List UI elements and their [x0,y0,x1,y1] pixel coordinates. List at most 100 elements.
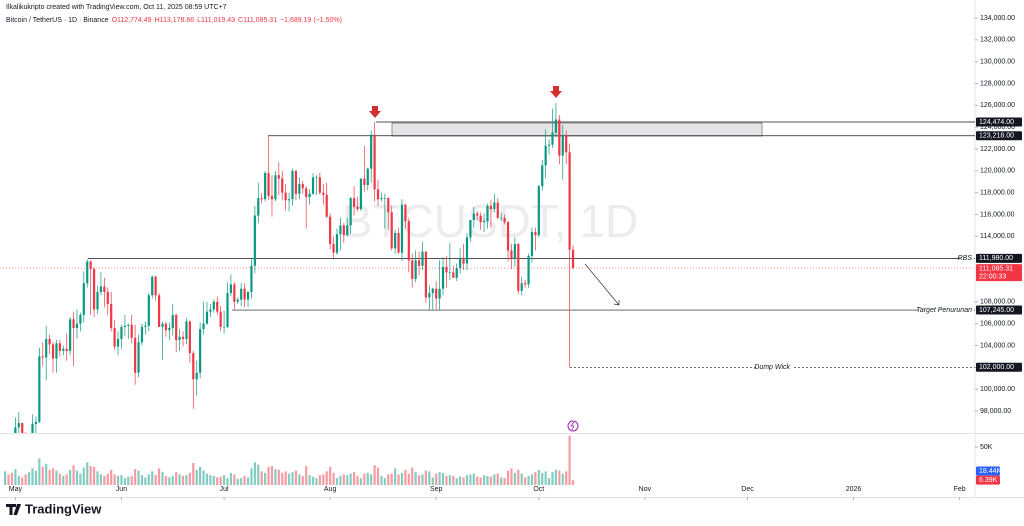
credit: Ilkalikukripto created with TradingView.… [6,4,227,11]
volume-bar [472,473,475,485]
volume-bar [267,466,270,485]
brand: TradingView [6,501,102,516]
volume-bar [151,471,154,485]
volume-bar [51,468,55,485]
y-tick-label: 98,000.00 [980,408,1011,415]
candle-body [41,356,44,358]
volume-bar [110,469,113,485]
legend-open: O112,774.49 [112,17,152,24]
candle-body [178,336,181,341]
candle-body [21,422,24,433]
candle-body [366,168,369,186]
level-text: Dump Wick [754,364,790,371]
volume-bar [517,469,520,485]
last-price-tag [976,264,1022,282]
volume-bar [558,470,561,485]
legend-close: C111,085.31 [238,17,277,24]
candle-body [315,177,318,178]
volume-bar [21,477,24,485]
candle-body [106,291,109,304]
candle-body [558,119,561,156]
candle-body [72,319,75,329]
level-text-bg [756,363,794,372]
volume-bar [359,478,363,485]
y-tick-label: 132,000.00 [980,37,1015,44]
level-tag [976,117,1022,127]
volume-bar [240,478,243,485]
candle-body [435,288,438,299]
candle-body [151,276,154,296]
volume-bar [441,472,445,485]
volume-bar [55,470,58,485]
volume-bar [537,469,540,485]
candle-body [352,198,356,207]
candle-body [318,177,321,193]
y-tick-label: 100,000.00 [980,386,1015,393]
volume-bar [551,472,554,485]
volume-bar [394,468,397,485]
candle-body [465,237,469,264]
candle-body [513,243,516,259]
candle-body [370,134,373,169]
candle-body [298,183,301,194]
volume-bar [274,469,277,485]
volume-bar [493,474,496,485]
candle-body [92,269,96,310]
volume-bar [246,477,250,485]
candle-body [329,216,332,244]
candle-body [322,192,325,195]
volume-bar [226,478,229,485]
volume-bar [277,469,280,485]
x-tick-label: Dec [741,486,754,493]
candle-body [517,243,520,291]
candle-body [161,323,164,327]
volume-bar [253,462,256,485]
candle-body [243,288,246,300]
volume-bar [233,474,236,485]
volume-bar [130,475,133,485]
volume-bar [284,471,287,485]
candle-body [441,266,445,289]
candle-body [205,311,209,324]
volume-bar [195,469,198,485]
volume-bar [565,471,568,485]
candle-body [561,134,564,156]
volume-bar [325,471,328,485]
candle-body [510,250,513,259]
candle-body [400,204,404,253]
volume-bar [400,472,404,485]
candle-body [287,199,291,201]
x-tick-label: Jun [116,486,127,493]
candle-body [31,424,34,433]
volume-bar [431,477,434,485]
candle-body [103,286,106,292]
candle-body [277,175,280,179]
candle-body [250,265,253,292]
volume-bar [489,476,493,485]
volume-bar [335,478,339,485]
candle-body [51,344,55,359]
volume-bar [305,466,308,485]
volume-bar [404,469,407,485]
volume-bar [27,472,31,485]
candle-body [137,342,140,373]
volume-bar [465,475,469,485]
candle-body [380,198,383,200]
volume-bar [260,471,263,485]
candle-body [127,324,130,326]
candle-body [411,260,414,279]
volume-bar [520,473,523,485]
candle-body [387,198,390,213]
projection-arrow [584,263,620,306]
candle-body [547,144,551,146]
candle-body [544,145,547,166]
candle-body [424,251,428,298]
candle-body [373,134,376,190]
volume-bar [530,474,534,485]
candle-body [479,215,482,223]
volume-bar [41,466,44,485]
candle-body [534,231,537,236]
candle-body [346,225,349,236]
candle-body [240,288,243,300]
